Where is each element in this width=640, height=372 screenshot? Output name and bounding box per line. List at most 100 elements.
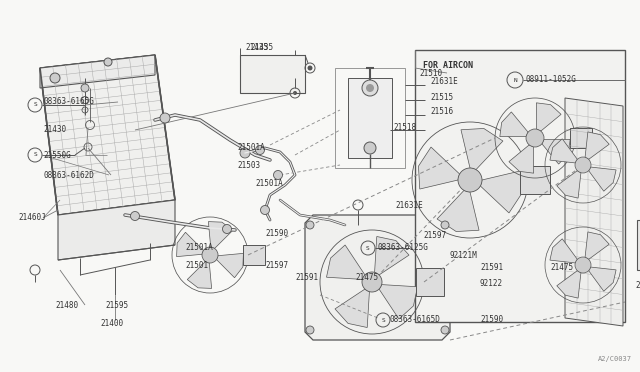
Text: 21475: 21475 [355,273,378,282]
Text: S: S [33,153,37,157]
Text: 21480: 21480 [55,301,78,310]
Bar [243,245,265,265]
Circle shape [526,129,544,147]
Text: 21510: 21510 [419,68,442,77]
Text: 21501: 21501 [185,260,208,269]
Circle shape [273,170,282,180]
Text: 21435: 21435 [245,42,268,51]
Text: S: S [381,317,385,323]
Polygon shape [326,245,365,279]
Circle shape [366,84,374,92]
Circle shape [458,168,482,192]
Bar [520,166,550,194]
Polygon shape [585,132,609,159]
Polygon shape [374,237,409,275]
Text: 08363-6165G: 08363-6165G [43,97,94,106]
Polygon shape [209,222,233,248]
Text: 21516: 21516 [430,108,453,116]
Text: 21550G: 21550G [43,151,71,160]
Polygon shape [177,232,204,257]
Text: 21501A: 21501A [255,179,283,187]
Polygon shape [379,285,417,319]
Text: 92122: 92122 [480,279,503,288]
Text: 21590: 21590 [480,315,503,324]
Text: 21475M: 21475M [635,280,640,289]
Circle shape [223,224,232,234]
Text: 21501A: 21501A [185,244,212,253]
Text: FOR AIRCON: FOR AIRCON [423,61,473,70]
Text: 21503: 21503 [237,160,260,170]
Text: 21597: 21597 [265,260,288,269]
Polygon shape [419,147,460,189]
Polygon shape [40,55,155,88]
Circle shape [160,113,170,123]
Text: 21591: 21591 [295,273,318,282]
Polygon shape [585,232,609,259]
Text: A2/C0037: A2/C0037 [598,356,632,362]
Bar [335,68,405,168]
Text: 21518: 21518 [393,122,416,131]
Text: 21597: 21597 [423,231,446,240]
Polygon shape [437,190,479,231]
Polygon shape [536,103,561,131]
Circle shape [575,257,591,273]
Circle shape [306,326,314,334]
Circle shape [575,157,591,173]
Polygon shape [589,267,616,291]
Text: 08363-6125G: 08363-6125G [378,244,429,253]
Polygon shape [481,171,522,213]
Circle shape [362,272,382,292]
Text: 21400: 21400 [100,318,123,327]
Polygon shape [216,253,243,278]
Text: 21501A: 21501A [237,144,265,153]
Bar [570,128,592,148]
Circle shape [260,205,269,215]
Text: S: S [33,103,37,108]
Polygon shape [461,128,503,170]
Text: 21590: 21590 [265,228,288,237]
Circle shape [364,142,376,154]
Polygon shape [40,55,175,215]
Text: 08911-1052G: 08911-1052G [525,76,576,84]
Circle shape [131,212,140,221]
Bar [416,268,444,296]
Polygon shape [58,200,175,260]
Text: 21591: 21591 [480,263,503,273]
Circle shape [81,84,89,92]
Circle shape [306,221,314,229]
Circle shape [104,58,112,66]
Polygon shape [557,171,581,198]
Text: 21631E: 21631E [395,201,423,209]
Text: 21475: 21475 [550,263,573,273]
Polygon shape [509,145,534,173]
Polygon shape [305,215,450,340]
Polygon shape [550,239,577,263]
Text: 21631E: 21631E [430,77,458,87]
Polygon shape [542,140,570,164]
Polygon shape [565,98,623,326]
Text: S: S [366,246,370,250]
Text: 21515: 21515 [430,93,453,102]
Circle shape [307,65,312,71]
Polygon shape [589,167,616,191]
Circle shape [255,145,264,154]
Text: 21460J: 21460J [18,214,45,222]
Text: 21435: 21435 [250,44,273,52]
Text: 92121M: 92121M [450,250,477,260]
Circle shape [50,73,60,83]
Circle shape [362,80,378,96]
Bar [348,78,392,158]
Text: N: N [513,77,517,83]
Polygon shape [637,220,640,270]
Text: 08363-6165D: 08363-6165D [390,315,441,324]
Circle shape [441,326,449,334]
Polygon shape [500,112,528,137]
Polygon shape [557,271,581,298]
Polygon shape [188,262,212,288]
Polygon shape [335,289,369,327]
Bar [415,50,625,322]
Text: 21595: 21595 [105,301,128,310]
Circle shape [202,247,218,263]
Text: 08363-6162D: 08363-6162D [43,170,94,180]
Circle shape [240,148,250,158]
